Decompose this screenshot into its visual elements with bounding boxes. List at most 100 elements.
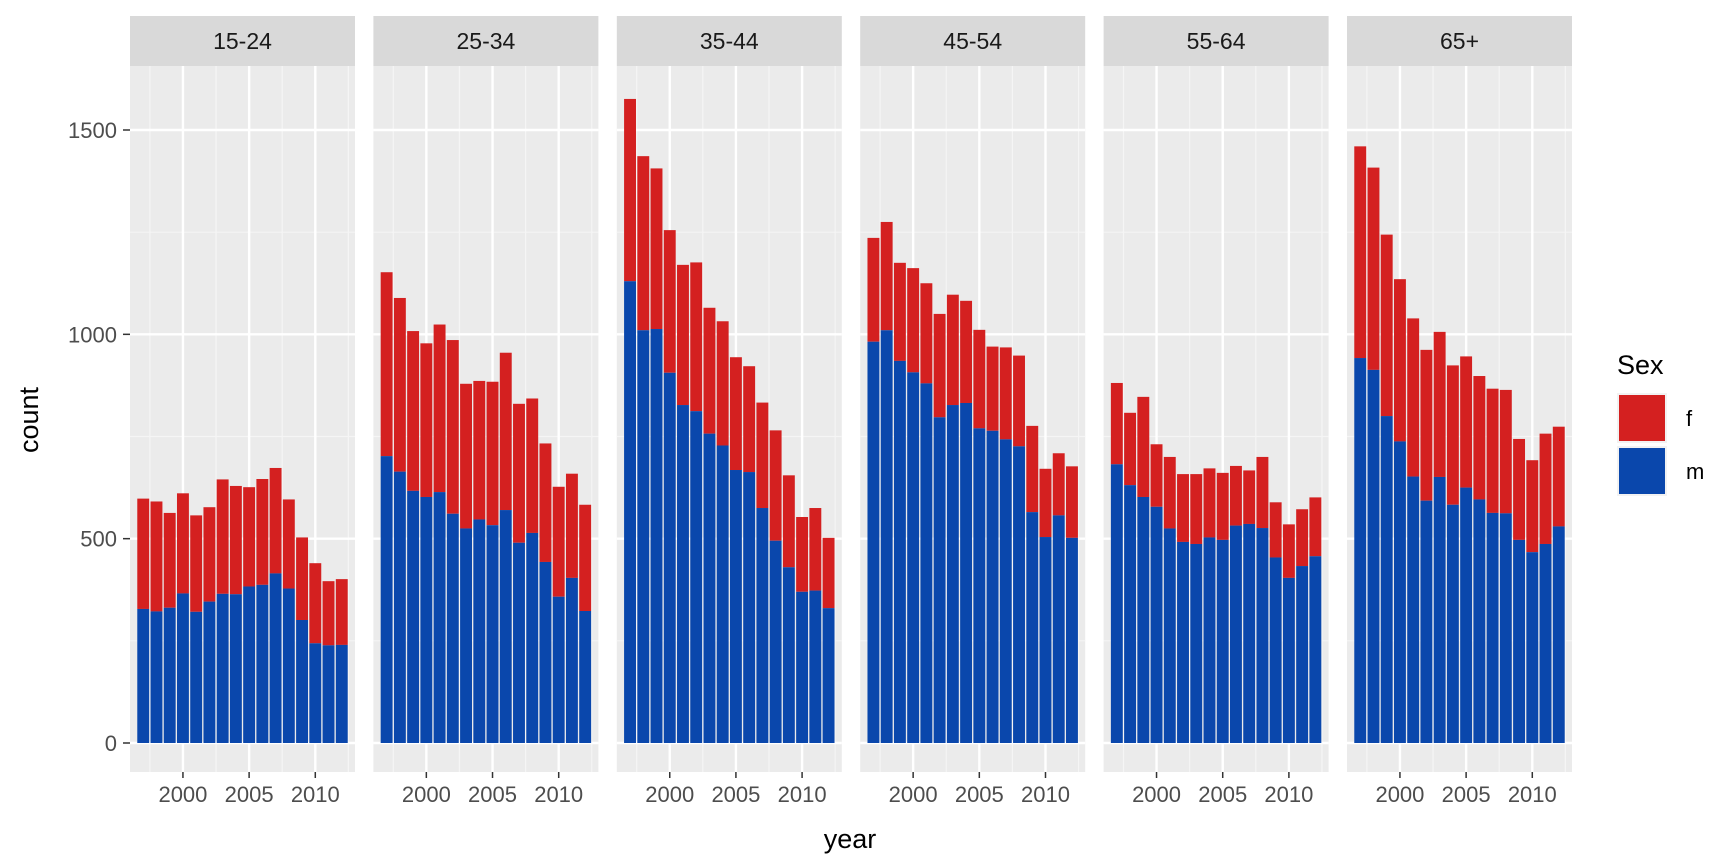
x-tick-label: 2000: [1375, 782, 1424, 807]
bar-m-2008: [1013, 446, 1025, 743]
facet-panel-25-34: 25-34 2000 2005 2010: [373, 16, 599, 807]
bar-f-1999: [1137, 396, 1150, 497]
bar-f-2011: [322, 581, 335, 646]
bar-m-2003: [946, 405, 959, 743]
bar-m-2004: [1203, 537, 1216, 743]
bar-f-2003: [1190, 474, 1203, 544]
bar-m-2001: [1407, 476, 1420, 743]
bar-f-2009: [782, 475, 795, 568]
bar-f-2011: [809, 508, 822, 591]
bar-f-2009: [1513, 438, 1526, 540]
bar-f-2005: [1460, 356, 1473, 488]
facet-strip-label: 55-64: [1187, 28, 1246, 54]
bar-m-2000: [1393, 441, 1406, 743]
bar-m-2009: [1513, 539, 1526, 743]
bar-f-2002: [203, 507, 216, 602]
bar-m-2003: [216, 593, 229, 743]
bar-f-2001: [190, 515, 203, 612]
bar-f-2007: [756, 402, 769, 509]
bar-m-2011: [322, 645, 335, 743]
x-tick-label: 2010: [778, 782, 827, 807]
bar-f-2003: [1433, 331, 1446, 477]
bar-m-2003: [703, 433, 716, 743]
bar-m-1999: [163, 607, 176, 743]
bar-m-1997: [380, 456, 393, 743]
bar-m-2000: [907, 372, 920, 743]
x-tick-label: 2005: [955, 782, 1004, 807]
facet-strip: [1103, 16, 1329, 66]
bar-f-2001: [1163, 456, 1176, 529]
bar-f-2007: [1486, 388, 1499, 513]
facet-panel-55-64: 55-64 2000 2005 2010: [1103, 16, 1329, 807]
x-tick-label: 2000: [889, 782, 938, 807]
bar-f-2007: [513, 403, 525, 543]
bar-m-2006: [256, 584, 269, 743]
bar-f-1997: [1354, 146, 1367, 359]
facet-strip: [373, 16, 599, 66]
bar-m-2001: [433, 492, 446, 743]
bar-f-2008: [769, 430, 782, 541]
bar-f-2002: [1177, 474, 1189, 542]
bar-m-2006: [986, 430, 999, 743]
bar-m-2010: [796, 591, 809, 743]
legend-key-m: [1619, 448, 1665, 494]
bar-f-2010: [309, 563, 322, 644]
bar-f-2004: [1446, 365, 1459, 505]
bar-m-1998: [150, 611, 163, 743]
bar-m-1998: [637, 330, 650, 743]
bar-f-1998: [150, 501, 163, 612]
bar-m-2003: [1190, 543, 1203, 743]
bar-m-1998: [1124, 485, 1137, 743]
bar-f-1997: [1110, 382, 1123, 465]
bar-m-2012: [1066, 537, 1078, 743]
bar-f-2006: [743, 366, 756, 473]
facet-strip-label: 35-44: [700, 28, 759, 54]
bar-f-2007: [269, 467, 282, 574]
bar-m-2001: [920, 383, 933, 743]
bar-f-2003: [946, 294, 959, 406]
bar-f-1999: [163, 512, 176, 608]
bar-f-2009: [539, 443, 552, 562]
bar-f-2010: [1039, 468, 1052, 538]
bar-m-2011: [1296, 566, 1309, 743]
bar-m-2012: [1552, 526, 1565, 743]
bar-f-2000: [1393, 279, 1406, 442]
facet-strip: [1347, 16, 1572, 66]
bar-f-2010: [552, 486, 565, 597]
x-tick-label: 2010: [1264, 782, 1313, 807]
bar-m-2005: [1216, 539, 1229, 743]
bar-m-2005: [729, 470, 742, 743]
bar-f-1998: [393, 297, 406, 472]
bar-m-2005: [243, 586, 256, 743]
bar-f-2005: [486, 381, 499, 526]
bar-f-2004: [229, 485, 242, 595]
x-tick-label: 2010: [291, 782, 340, 807]
facet-panel-65+: 65+ 2000 2005 2010: [1347, 16, 1572, 807]
bar-f-2012: [579, 504, 592, 612]
bar-m-2012: [1309, 556, 1322, 743]
x-tick-label: 2000: [158, 782, 207, 807]
bar-m-2011: [565, 577, 578, 743]
bar-m-2011: [1539, 543, 1552, 743]
bar-f-2002: [446, 340, 459, 514]
facet-strip: [616, 16, 842, 66]
bar-f-2011: [1052, 453, 1065, 516]
bar-m-1999: [1137, 496, 1150, 743]
bar-f-2002: [933, 313, 946, 418]
bar-m-2005: [1460, 487, 1473, 743]
bar-m-2001: [1163, 528, 1176, 743]
x-tick-label: 2005: [468, 782, 517, 807]
bar-m-1998: [393, 471, 406, 743]
bar-m-2007: [269, 573, 282, 743]
bar-m-2002: [1177, 541, 1189, 743]
bar-f-1998: [880, 221, 893, 331]
bar-m-2002: [1420, 500, 1433, 743]
bar-f-2005: [243, 487, 256, 587]
x-tick-label: 2000: [645, 782, 694, 807]
facet-panels: 15-24 2000 2005 2010 25-34 2000 2005 2010 35-44 2…: [130, 16, 1572, 807]
facet-strip: [860, 16, 1086, 66]
bar-f-2003: [703, 307, 716, 434]
bar-f-2003: [460, 383, 473, 529]
bar-f-2004: [1203, 468, 1216, 538]
bar-m-2010: [1526, 552, 1539, 743]
